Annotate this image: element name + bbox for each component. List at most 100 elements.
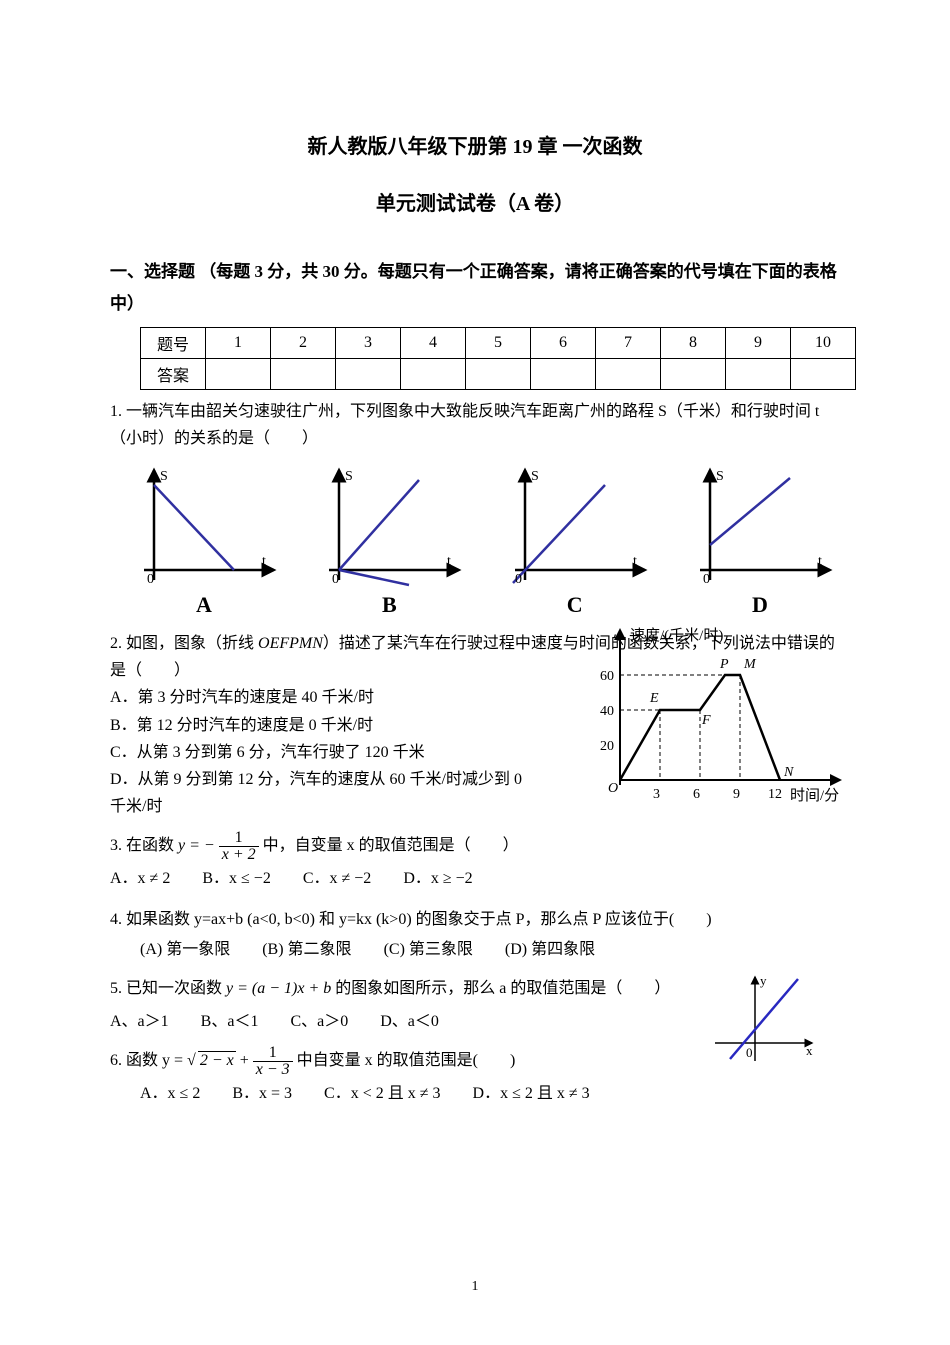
denominator: x − 3: [253, 1062, 293, 1078]
svg-text:9: 9: [733, 787, 740, 802]
page-number: 1: [0, 1279, 950, 1295]
svg-text:0: 0: [515, 572, 522, 587]
svg-text:S: S: [160, 469, 168, 484]
q3-optA: A．x ≠ 2: [110, 865, 170, 892]
q1-labels: A B C D: [124, 592, 840, 618]
q2-xlabel: 时间/分: [790, 787, 839, 804]
svg-text:0: 0: [703, 572, 710, 587]
answer-cell[interactable]: [466, 358, 531, 389]
q5-post: 的图象如图所示，那么 a 的取值范围是（ ）: [335, 980, 670, 997]
q5-optB: B、a＜1: [201, 1008, 259, 1035]
q4-optC: (C) 第三象限: [384, 936, 473, 963]
q5-optC: C、a＞0: [290, 1008, 348, 1035]
svg-text:t: t: [818, 554, 822, 569]
title-ch19: 新人教版八年级下册第 19 章 一次函数: [110, 130, 840, 159]
q4-options: (A) 第一象限 (B) 第二象限 (C) 第三象限 (D) 第四象限: [110, 936, 840, 963]
q4-optD: (D) 第四象限: [505, 936, 595, 963]
question-1: 1. 一辆汽车由韶关匀速驶往广州，下列图象中大致能反映汽车距离广州的路程 S（千…: [110, 398, 840, 452]
q2-polyline-name: OEFPMN: [258, 635, 323, 652]
answer-table: 题号 1 2 3 4 5 6 7 8 9 10 答案: [140, 327, 856, 390]
answer-cell[interactable]: [596, 358, 661, 389]
svg-text:0: 0: [746, 1045, 753, 1060]
q2-optC: C．从第 3 分到第 6 分，汽车行驶了 120 千米: [110, 739, 530, 766]
col-header: 6: [531, 327, 596, 358]
q2-optD: D．从第 9 分到第 12 分，汽车的速度从 60 千米/时减少到 0 千米/时: [110, 766, 530, 820]
svg-text:N: N: [783, 765, 794, 780]
svg-text:S: S: [345, 469, 353, 484]
denominator: x + 2: [219, 847, 259, 863]
table-row: 题号 1 2 3 4 5 6 7 8 9 10: [141, 327, 856, 358]
q6-optA: A．x ≤ 2: [140, 1080, 200, 1107]
row-label: 题号: [141, 327, 206, 358]
graph-A: 0 S t: [124, 460, 284, 590]
col-header: 3: [336, 327, 401, 358]
q3-fraction: 1 x + 2: [219, 830, 259, 863]
q2-optA: A．第 3 分时汽车的速度是 40 千米/时: [110, 684, 530, 711]
answer-cell[interactable]: [336, 358, 401, 389]
col-header: 4: [401, 327, 466, 358]
q6-pre: 6. 函数 y =: [110, 1052, 187, 1069]
answer-cell[interactable]: [531, 358, 596, 389]
svg-text:P: P: [719, 657, 729, 672]
row-label: 答案: [141, 358, 206, 389]
sqrt-icon: √2 − x: [187, 1047, 236, 1074]
q3-optC: C．x ≠ −2: [303, 865, 371, 892]
answer-cell[interactable]: [206, 358, 271, 389]
svg-text:0: 0: [332, 572, 339, 587]
answer-cell[interactable]: [726, 358, 791, 389]
answer-cell[interactable]: [271, 358, 336, 389]
svg-text:3: 3: [653, 787, 660, 802]
numerator: 1: [219, 830, 259, 847]
answer-cell[interactable]: [401, 358, 466, 389]
svg-text:S: S: [716, 469, 724, 484]
q3-optB: B．x ≤ −2: [202, 865, 270, 892]
answer-cell[interactable]: [791, 358, 856, 389]
col-header: 2: [271, 327, 336, 358]
col-header: 1: [206, 327, 271, 358]
radicand: 2 − x: [198, 1051, 236, 1069]
svg-text:O: O: [608, 781, 618, 796]
q6-fraction: 1 x − 3: [253, 1045, 293, 1078]
question-3: 3. 在函数 y = − 1 x + 2 中，自变量 x 的取值范围是（ ）: [110, 830, 840, 863]
q6-optD: D．x ≤ 2 且 x ≠ 3: [473, 1080, 590, 1107]
graph-C: 0 S t: [495, 460, 655, 590]
svg-text:60: 60: [600, 669, 614, 684]
q6-optB: B．x = 3: [232, 1080, 292, 1107]
svg-text:t: t: [447, 554, 451, 569]
question-4: 4. 如果函数 y=ax+b (a<0, b<0) 和 y=kx (k>0) 的…: [110, 906, 840, 933]
label-C: C: [495, 592, 655, 618]
table-row: 答案: [141, 358, 856, 389]
svg-text:t: t: [633, 554, 637, 569]
q4-optB: (B) 第二象限: [262, 936, 351, 963]
q5-optD: D、a＜0: [380, 1008, 439, 1035]
svg-text:6: 6: [693, 787, 700, 802]
svg-text:40: 40: [600, 704, 614, 719]
q6-optC: C．x < 2 且 x ≠ 3: [324, 1080, 440, 1107]
q4-optA: (A) 第一象限: [140, 936, 230, 963]
svg-text:20: 20: [600, 739, 614, 754]
svg-text:E: E: [649, 691, 659, 706]
label-A: A: [124, 592, 284, 618]
svg-text:M: M: [743, 657, 757, 672]
q3-pre: 3. 在函数: [110, 837, 178, 854]
answer-cell[interactable]: [661, 358, 726, 389]
q1-graphs: 0 S t 0 S t 0 S t 0 S t: [124, 460, 840, 590]
q5-fn: y = (a − 1)x + b: [226, 980, 331, 997]
col-header: 5: [466, 327, 531, 358]
q5-optA: A、a＞1: [110, 1008, 169, 1035]
svg-text:0: 0: [147, 572, 154, 587]
q5-chart: 0 x y: [710, 971, 820, 1066]
q6-plus: +: [240, 1052, 253, 1069]
col-header: 10: [791, 327, 856, 358]
graph-B: 0 S t: [309, 460, 469, 590]
q2-chart: O 3 6 9 12 20 40 60 E F P M N 速度/(千米/时) …: [580, 620, 860, 810]
q3-options: A．x ≠ 2 B．x ≤ −2 C．x ≠ −2 D．x ≥ −2: [110, 865, 840, 892]
svg-text:12: 12: [768, 787, 782, 802]
label-D: D: [680, 592, 840, 618]
svg-text:x: x: [806, 1043, 813, 1058]
q2-stem: 2. 如图，图象（折线: [110, 635, 258, 652]
numerator: 1: [253, 1045, 293, 1062]
section1-heading: 一、选择题 （每题 3 分，共 30 分。每题只有一个正确答案，请将正确答案的代…: [110, 256, 840, 321]
label-B: B: [309, 592, 469, 618]
col-header: 8: [661, 327, 726, 358]
